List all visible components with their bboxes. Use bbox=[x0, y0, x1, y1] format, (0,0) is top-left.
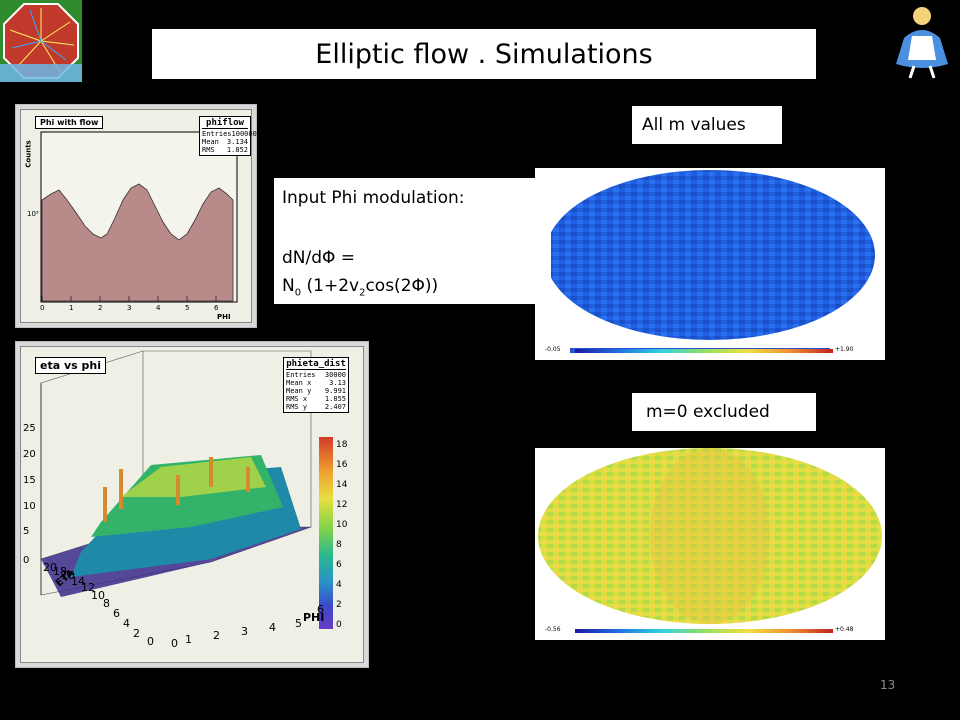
y-tick: 2 bbox=[133, 627, 140, 640]
eta-phi-panel: eta vs phi phieta_dist Entries 30000 Mean… bbox=[15, 341, 369, 668]
map-all-m-scale-min: -0.05 bbox=[545, 346, 561, 353]
phi-histogram-stats: phiflow Entries 100000 Mean 3.134 RMS 1.852 bbox=[199, 116, 257, 156]
palette-tick: 6 bbox=[336, 560, 342, 570]
z-tick: 5 bbox=[23, 526, 30, 537]
phi-histogram-canvas: Phi with flow phiflow Entries 100000 Mean… bbox=[20, 109, 257, 323]
map-m0-scale-min: -0.56 bbox=[545, 626, 561, 633]
map-all-m-colorbar bbox=[575, 349, 833, 353]
palette-tick: 4 bbox=[336, 580, 342, 590]
x-tick: 3 bbox=[127, 304, 132, 312]
z-tick: 25 bbox=[23, 423, 36, 434]
y-tick: 20 bbox=[43, 561, 57, 574]
palette-tick: 10 bbox=[336, 520, 348, 530]
palette-tick: 8 bbox=[336, 540, 342, 550]
x-tick: 5 bbox=[185, 304, 190, 312]
y-tick: 12 bbox=[81, 581, 95, 594]
map-all-m-scale-max: +1.90 bbox=[835, 346, 854, 353]
map-all-m-plot bbox=[535, 168, 875, 353]
eta-phi-x-ticks: 0 1 2 3 4 5 6 bbox=[171, 603, 351, 650]
alice-character-image bbox=[882, 2, 960, 80]
eta-phi-stats: phieta_dist Entries 30000 Mean x 3.13 Mean… bbox=[283, 357, 349, 413]
eta-phi-title: eta vs phi bbox=[35, 357, 106, 374]
x-tick: 2 bbox=[98, 304, 103, 312]
eta-phi-color-palette bbox=[319, 437, 333, 629]
x-tick: 1 bbox=[69, 304, 74, 312]
palette-tick: 0 bbox=[336, 620, 342, 630]
y-tick: 10 bbox=[91, 589, 105, 602]
page-number: 13 bbox=[880, 678, 896, 692]
map-m0-colorbar bbox=[575, 629, 833, 633]
x-tick: 1 bbox=[185, 633, 192, 646]
stats-row: Entries 30000 bbox=[286, 371, 346, 379]
modulation-line-2: dN/dΦ = bbox=[282, 248, 356, 268]
phi-histogram-ylabel: Counts bbox=[24, 140, 33, 168]
eta-phi-palette-ticks: 0 2 4 6 8 10 12 14 16 18 bbox=[336, 437, 356, 630]
slide-title: Elliptic flow . Simulations bbox=[152, 29, 816, 79]
map-m0-panel: -0.56 +0.48 bbox=[535, 448, 885, 640]
z-tick: 15 bbox=[23, 475, 36, 486]
x-tick: 4 bbox=[156, 304, 161, 312]
stats-row: RMS y 2.407 bbox=[286, 403, 346, 411]
stats-row: Mean 3.134 bbox=[202, 138, 248, 146]
eta-phi-z-ticks: 0 5 10 15 20 25 bbox=[23, 423, 41, 566]
y-tick: 18 bbox=[53, 565, 67, 578]
alice-logo bbox=[0, 0, 82, 82]
y-tick: 14 bbox=[71, 575, 85, 588]
lego-bars-high bbox=[121, 457, 266, 497]
stats-row: Mean x 3.13 bbox=[286, 379, 346, 387]
m0-excluded-label: m=0 excluded bbox=[632, 393, 816, 431]
x-tick: 6 bbox=[214, 304, 219, 312]
x-tick: 0 bbox=[40, 304, 45, 312]
stats-name: phiflow bbox=[202, 118, 248, 129]
stats-row: Mean y 9.991 bbox=[286, 387, 346, 395]
modulation-text-box: Input Phi modulation: dN/dΦ = N0 (1+2v2c… bbox=[274, 178, 536, 304]
y-tick: 16 bbox=[61, 569, 75, 582]
phi-histogram-ytick: 10³ bbox=[27, 210, 39, 218]
palette-tick: 12 bbox=[336, 500, 348, 510]
map-all-m-panel: -0.05 +1.90 bbox=[535, 168, 885, 360]
x-tick: 2 bbox=[213, 629, 220, 642]
y-tick: 4 bbox=[123, 617, 130, 630]
x-tick: 0 bbox=[171, 637, 178, 650]
stats-row: Entries 100000 bbox=[202, 130, 257, 138]
phi-histogram-plot bbox=[40, 131, 238, 303]
stats-row: RMS x 1.855 bbox=[286, 395, 346, 403]
phi-histogram-fill bbox=[41, 183, 234, 302]
stats-name: phieta_dist bbox=[286, 359, 346, 370]
palette-tick: 18 bbox=[336, 440, 348, 450]
x-tick: 4 bbox=[269, 621, 276, 634]
y-tick: 6 bbox=[113, 607, 120, 620]
palette-tick: 16 bbox=[336, 460, 348, 470]
palette-tick: 14 bbox=[336, 480, 348, 490]
eta-phi-canvas: eta vs phi phieta_dist Entries 30000 Mean… bbox=[20, 346, 364, 663]
eta-phi-y-ticks: 0 2 4 6 8 10 12 14 16 18 20 bbox=[43, 561, 167, 648]
all-m-values-label: All m values bbox=[632, 106, 782, 144]
y-tick: 8 bbox=[103, 597, 110, 610]
palette-tick: 2 bbox=[336, 600, 342, 610]
eta-phi-x-label: PHI bbox=[303, 611, 325, 624]
stats-row: RMS 1.852 bbox=[202, 146, 248, 154]
x-tick: 6 bbox=[317, 603, 324, 616]
phi-histogram-xlabel: PHI bbox=[217, 313, 231, 321]
phi-histogram-title: Phi with flow bbox=[35, 116, 104, 129]
modulation-line-1: Input Phi modulation: bbox=[282, 188, 465, 208]
y-tick: 0 bbox=[147, 635, 154, 648]
map-m0-scale-max: +0.48 bbox=[835, 626, 854, 633]
modulation-line-3: N0 (1+2v2cos(2Φ)) bbox=[282, 276, 439, 299]
z-tick: 20 bbox=[23, 449, 36, 460]
map-m0-plot bbox=[538, 448, 882, 624]
phi-histogram-panel: Phi with flow phiflow Entries 100000 Mean… bbox=[15, 104, 257, 328]
eta-phi-lego-plot bbox=[40, 350, 312, 597]
z-tick: 0 bbox=[23, 555, 30, 566]
z-tick: 10 bbox=[23, 501, 36, 512]
x-tick: 3 bbox=[241, 625, 248, 638]
x-tick: 5 bbox=[295, 617, 302, 630]
